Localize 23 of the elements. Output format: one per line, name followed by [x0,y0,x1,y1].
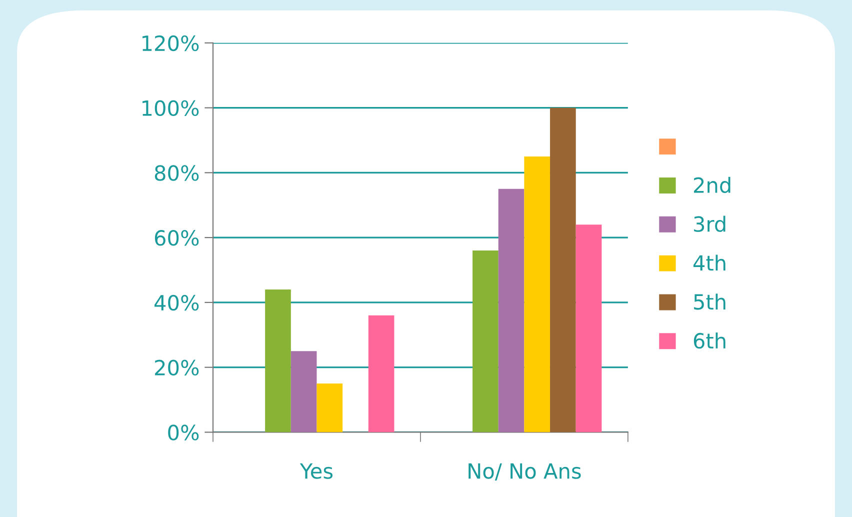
legend-label: 5th [694,294,726,310]
x-tick-label: No/ No Ans [468,463,581,481]
x-tick-label: Yes [300,463,333,479]
bar [265,289,291,432]
bar [472,250,498,432]
legend-label: 6th [694,332,726,349]
bar [550,108,576,432]
bar [524,156,550,432]
bar [316,384,343,432]
bar [576,224,602,432]
y-tick-label: 0% [168,424,199,440]
legend-label: 3rd [694,216,726,232]
bar [498,188,524,432]
bar [290,351,317,432]
y-tick-label: 20% [155,360,199,376]
bar [368,315,394,432]
y-tick-label: 60% [154,230,199,246]
legend-label: 2nd [694,176,730,194]
y-tick-label: 80% [154,165,199,181]
legend-label: 4th [693,254,726,271]
y-tick-label: 120% [142,35,199,52]
y-tick-label: 100% [142,100,199,116]
y-tick-label: 40% [154,294,199,311]
